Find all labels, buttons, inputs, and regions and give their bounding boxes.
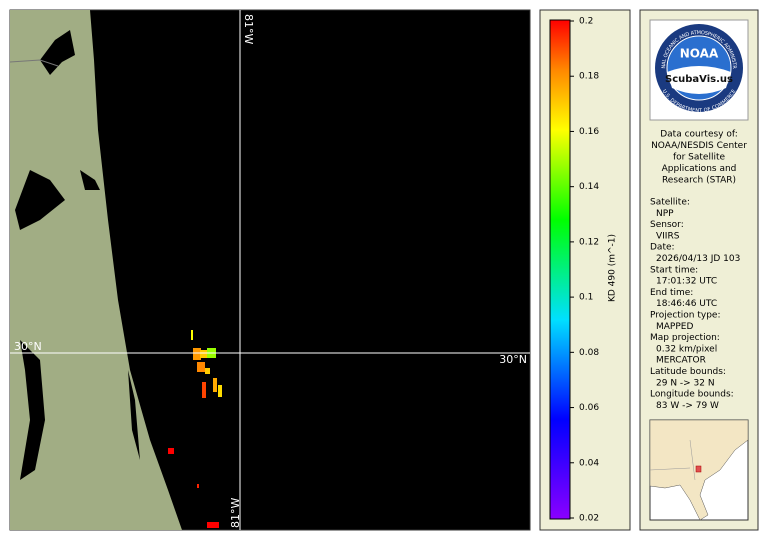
- colorbar-panel: KD 490 (m^-1) 0.02 0.04 0.06 0.08 0.1 0.12 0.1…: [539, 9, 631, 531]
- tick-label: 0.12: [579, 237, 599, 247]
- field-value: 18:46:46 UTC: [656, 299, 717, 309]
- credit-line: Applications and: [662, 164, 737, 174]
- tick-label: 0.16: [579, 127, 599, 137]
- land: [10, 10, 182, 530]
- lon-label: 81°W: [229, 498, 242, 528]
- lon-label: 81°W: [242, 14, 255, 44]
- field-label: Longitude bounds:: [650, 390, 734, 400]
- tick-label: 0.2: [579, 17, 593, 27]
- field-label: Satellite:: [650, 198, 690, 208]
- map-panel: 30°N 30°N 81°W 81°W: [9, 9, 531, 531]
- credit-line: NOAA/NESDIS Center: [651, 141, 747, 151]
- tick-label: 0.08: [579, 348, 599, 358]
- field-label: Sensor:: [650, 220, 684, 230]
- mini-map: [649, 419, 749, 521]
- field-label: Projection type:: [650, 311, 721, 321]
- tick-label: 0.14: [579, 182, 599, 192]
- field-value: 2026/04/13 JD 103: [656, 254, 740, 264]
- tick-label: 0.02: [579, 514, 599, 524]
- field-value: 0.32 km/pixel: [656, 344, 717, 354]
- lat-label: 30°N: [14, 340, 42, 353]
- inland-water: [15, 30, 140, 480]
- logo-wave: [667, 66, 731, 94]
- field-label: Map projection:: [650, 333, 720, 343]
- lat-label: 30°N: [499, 353, 527, 366]
- credit-line: for Satellite: [673, 153, 726, 163]
- field-label: Start time:: [650, 265, 698, 275]
- field-value: NPP: [656, 209, 674, 219]
- field-value: 83 W -> 79 W: [656, 401, 719, 411]
- tick-label: 0.06: [579, 403, 599, 413]
- field-label: Date:: [650, 243, 675, 253]
- credit-line: Data courtesy of:: [660, 130, 738, 140]
- tick-label: 0.18: [579, 72, 599, 82]
- field-value: MAPPED: [656, 322, 693, 332]
- field-value: MERCATOR: [656, 356, 706, 366]
- color-scale: [549, 19, 571, 520]
- credit-line: Research (STAR): [662, 176, 736, 186]
- field-label: End time:: [650, 288, 693, 298]
- river: [9, 59, 59, 67]
- field-value: VIIRS: [656, 231, 680, 241]
- tick-label: 0.1: [579, 293, 593, 303]
- colorbar-label: KD 490 (m^-1): [608, 234, 618, 302]
- logo-watermark: ScubaVis.us: [665, 74, 733, 85]
- field-value: 29 N -> 32 N: [656, 378, 715, 388]
- tick-label: 0.04: [579, 458, 599, 468]
- logo-name: NOAA: [680, 47, 719, 61]
- field-label: Latitude bounds:: [650, 367, 726, 377]
- field-value: 17:01:32 UTC: [656, 277, 717, 287]
